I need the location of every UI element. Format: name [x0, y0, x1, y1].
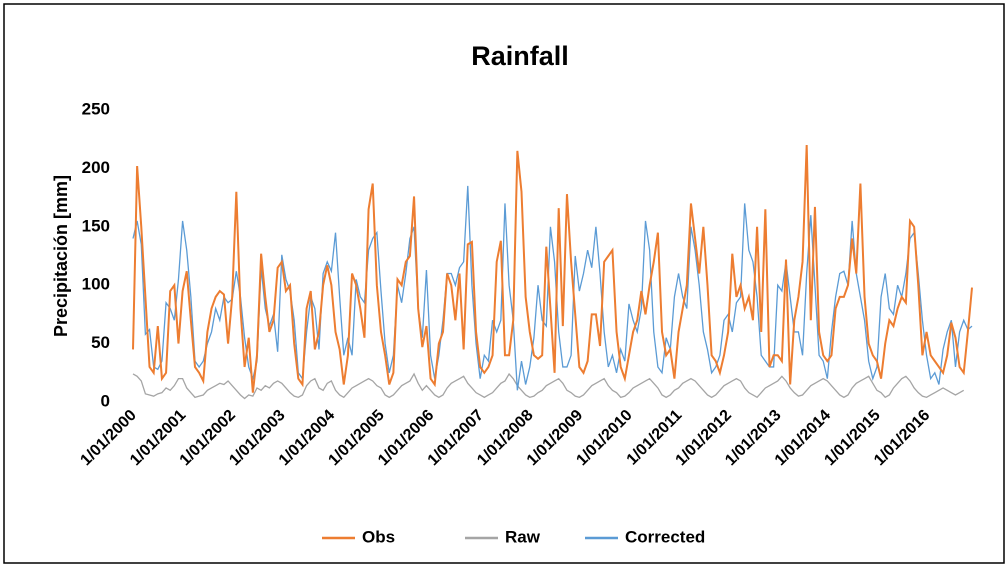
- y-tick-label: 0: [101, 391, 110, 410]
- y-tick-label: 200: [82, 158, 110, 177]
- legend-label: Obs: [362, 527, 395, 546]
- chart-border: [3, 3, 1005, 564]
- line-series: [132, 372, 965, 400]
- chart-title: Rainfall: [471, 41, 569, 71]
- y-tick-label: 150: [82, 216, 110, 235]
- y-tick-label: 250: [82, 99, 110, 118]
- y-tick-label: 50: [91, 333, 110, 352]
- legend-label: Raw: [505, 527, 541, 546]
- y-axis-label: Precipitación [mm]: [51, 175, 71, 337]
- line-series: [132, 145, 973, 393]
- legend-label: Corrected: [625, 527, 705, 546]
- y-tick-label: 100: [82, 275, 110, 294]
